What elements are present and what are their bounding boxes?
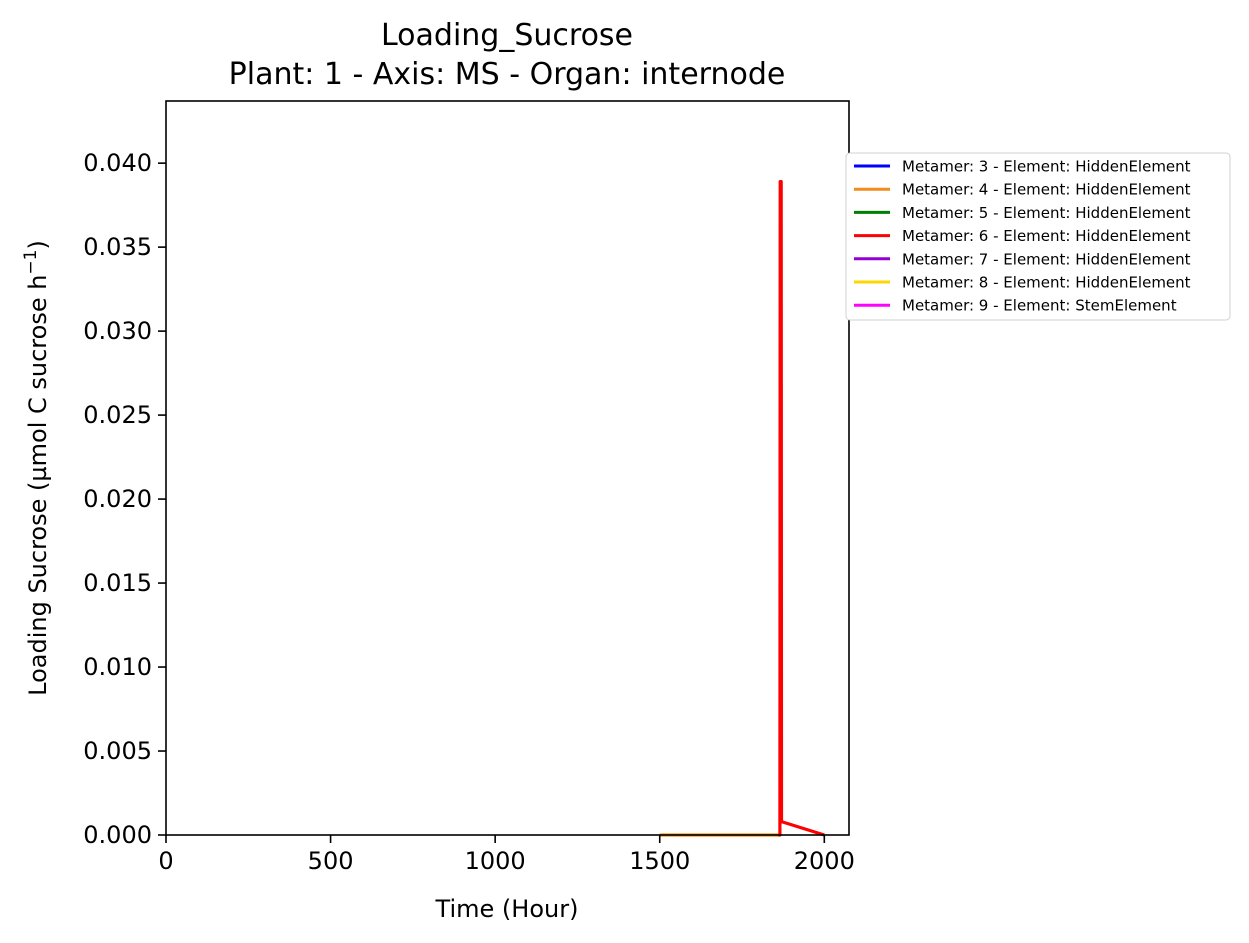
y-axis: 0.000 0.005 0.010 0.015 0.020 0.025 0.030 0.035… xyxy=(83,149,166,849)
series-layer xyxy=(659,180,825,837)
y-tick-label: 0.000 xyxy=(83,821,152,849)
y-tick-label: 0.030 xyxy=(83,317,152,345)
legend-label-7: Metamer: 9 - Element: StemElement xyxy=(902,297,1177,315)
y-tick-label: 0.015 xyxy=(83,569,152,597)
x-tick-label: 1000 xyxy=(465,847,526,875)
y-tick-label: 0.010 xyxy=(83,653,152,681)
plot-frame xyxy=(165,100,850,836)
legend-label-2: Metamer: 4 - Element: HiddenElement xyxy=(902,181,1191,199)
x-axis-label: Time (Hour) xyxy=(435,895,579,923)
legend-box xyxy=(845,152,1231,321)
y-tick-label: 0.035 xyxy=(83,233,152,261)
legend-items: Metamer: 3 - Element: HiddenElement Metam… xyxy=(854,158,1191,315)
legend: Metamer: 3 - Element: HiddenElement Metam… xyxy=(845,152,1231,321)
x-tick-label: 0 xyxy=(158,847,173,875)
legend-label-1: Metamer: 3 - Element: HiddenElement xyxy=(902,158,1191,176)
y-tick-label: 0.025 xyxy=(83,401,152,429)
y-tick-label: 0.005 xyxy=(83,737,152,765)
x-tick-label: 1500 xyxy=(629,847,690,875)
legend-label-3: Metamer: 5 - Element: HiddenElement xyxy=(902,204,1191,222)
y-axis-label-exponent: −1 xyxy=(21,250,41,275)
y-tick-label: 0.040 xyxy=(83,149,152,177)
x-tick-label: 500 xyxy=(308,847,354,875)
chart-title: Loading_Sucrose xyxy=(381,18,633,53)
y-axis-label-main: Loading Sucrose (µmol C sucrose h xyxy=(24,275,52,696)
x-tick-label: 2000 xyxy=(794,847,855,875)
legend-label-5: Metamer: 7 - Element: HiddenElement xyxy=(902,250,1191,268)
legend-label-4: Metamer: 6 - Element: HiddenElement xyxy=(902,227,1191,245)
series-line-4 xyxy=(778,180,825,837)
y-axis-label-close: ) xyxy=(24,240,52,249)
legend-label-6: Metamer: 8 - Element: HiddenElement xyxy=(902,274,1191,292)
y-tick-label: 0.020 xyxy=(83,485,152,513)
x-axis: 0 500 1000 1500 2000 xyxy=(158,835,855,875)
y-axis-label: Loading Sucrose (µmol C sucrose h−1) xyxy=(21,240,52,696)
chart-subtitle: Plant: 1 - Axis: MS - Organ: internode xyxy=(229,57,786,92)
